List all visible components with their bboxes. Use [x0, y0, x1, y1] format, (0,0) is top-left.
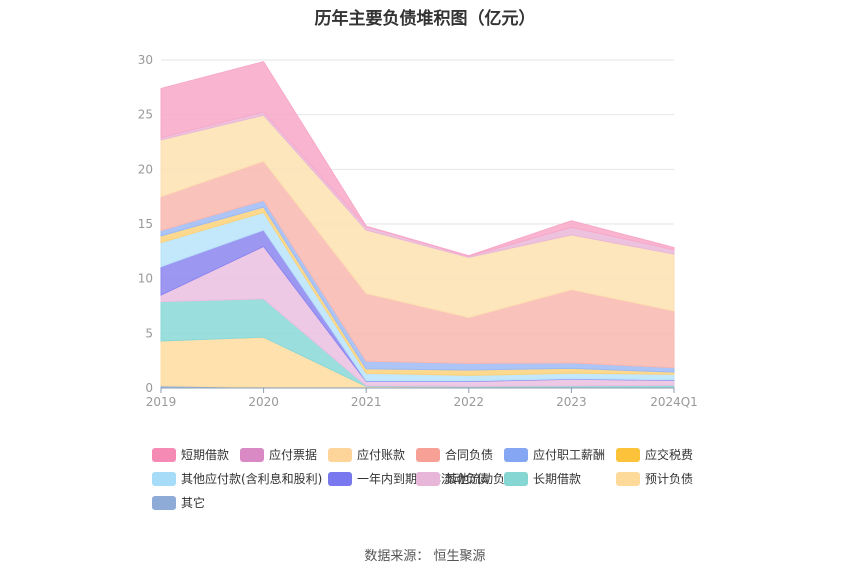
legend-item[interactable]: 长期借款	[504, 470, 616, 487]
legend-item[interactable]: 其他流动负债	[416, 470, 517, 487]
legend-label: 短期借款	[181, 448, 230, 462]
legend-item[interactable]: 应付职工薪酬	[504, 446, 616, 463]
legend-swatch	[152, 471, 176, 486]
legend-item[interactable]: 一年内到期的非流动负债	[328, 470, 489, 487]
legend-label: 应付职工薪酬	[533, 448, 606, 462]
legend-label: 长期借款	[533, 472, 582, 486]
y-tick-label: 15	[138, 217, 153, 231]
legend-swatch	[416, 447, 440, 462]
y-tick-label: 5	[145, 326, 153, 340]
legend-label: 其他流动负债	[445, 472, 518, 486]
legend-item[interactable]: 合同负债	[416, 446, 504, 463]
legend-swatch	[328, 471, 352, 486]
area-series-11	[160, 61, 675, 257]
legend-label: 其它	[181, 496, 206, 510]
y-tick-label: 25	[138, 108, 153, 122]
legend-swatch	[240, 447, 264, 462]
x-tick-label: 2020	[248, 395, 279, 409]
x-tick-label: 2022	[454, 395, 485, 409]
legend-item[interactable]: 应交税费	[616, 446, 704, 463]
x-axis: 2019 2020 2021 2022 2023 2024Q1	[146, 387, 698, 409]
legend-swatch	[504, 447, 528, 462]
legend-swatch	[616, 447, 640, 462]
legend-swatch	[152, 495, 176, 510]
legend-label: 合同负债	[445, 448, 494, 462]
legend-item[interactable]: 其他应付款(含利息和股利)	[152, 470, 328, 487]
legend-item[interactable]: 预计负债	[616, 470, 704, 487]
y-tick-label: 20	[138, 162, 153, 176]
legend-swatch	[616, 471, 640, 486]
legend-item[interactable]: 短期借款	[152, 446, 240, 463]
legend-swatch	[504, 471, 528, 486]
legend-label: 其他应付款(含利息和股利)	[181, 472, 323, 486]
legend-label: 应交税费	[645, 448, 694, 462]
legend-label: 应付票据	[269, 448, 318, 462]
legend-item[interactable]: 应付票据	[240, 446, 328, 463]
legend-swatch	[152, 447, 176, 462]
chart-title: 历年主要负债堆积图（亿元）	[314, 9, 536, 29]
data-source: 数据来源： 恒生聚源	[364, 549, 486, 564]
x-tick-label: 2024Q1	[650, 395, 698, 409]
y-tick-label: 10	[138, 272, 153, 286]
x-tick-label: 2023	[556, 395, 587, 409]
legend-item[interactable]: 其它	[152, 494, 240, 511]
area-series	[160, 61, 675, 389]
legend-item[interactable]: 应付账款	[328, 446, 416, 463]
x-tick-label: 2021	[351, 395, 382, 409]
x-tick-label: 2019	[146, 395, 177, 409]
y-tick-label: 30	[138, 53, 153, 67]
y-tick-label: 0	[145, 381, 153, 395]
y-axis: 0 5 10 15 20 25 30	[138, 53, 153, 395]
legend-label: 预计负债	[645, 472, 694, 486]
stacked-area-chart: 0 5 10 15 20 25 30 2019 2020 2021 2022 2023 2024Q1	[138, 53, 698, 409]
legend-swatch	[328, 447, 352, 462]
legend-swatch	[416, 471, 440, 486]
legend-label: 应付账款	[357, 448, 406, 462]
